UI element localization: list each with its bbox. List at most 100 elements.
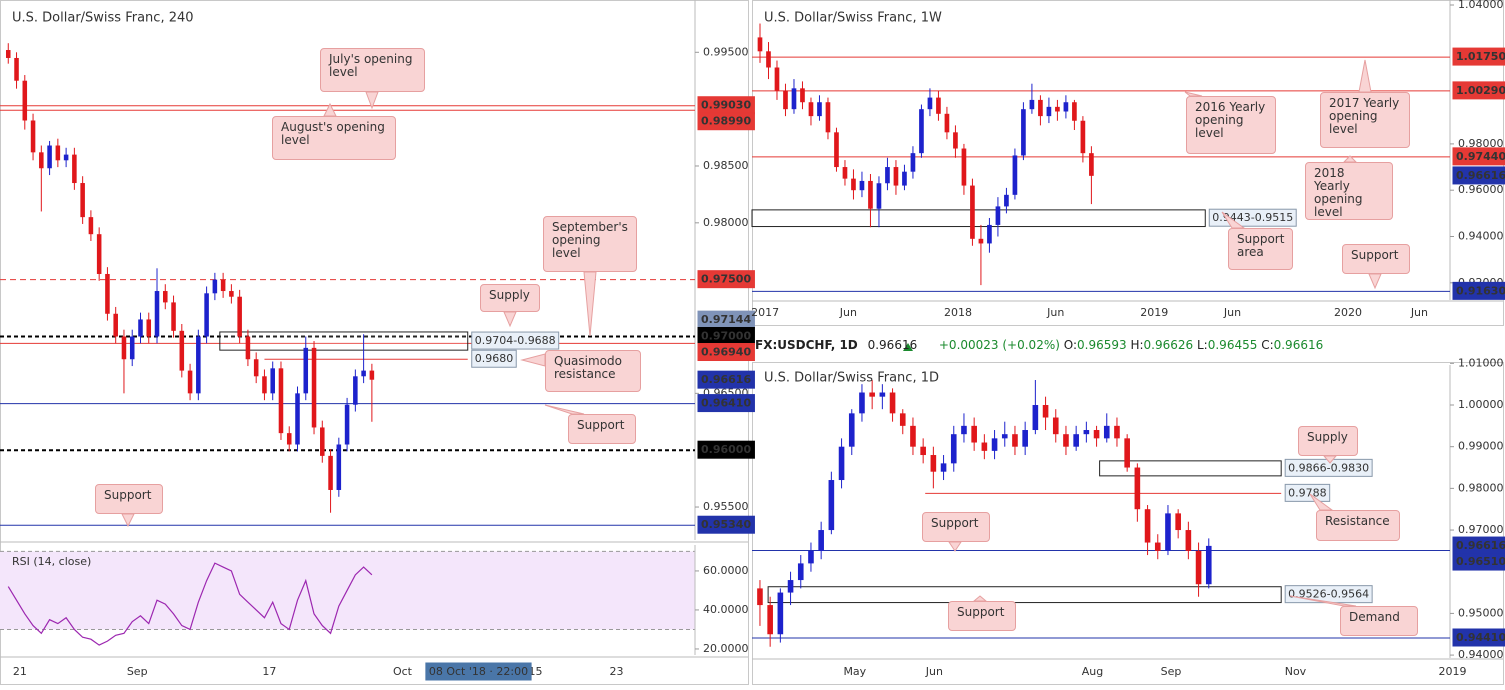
candle-body: [800, 88, 805, 103]
label-box: [697, 440, 755, 459]
candle-body: [14, 57, 19, 81]
candle-body: [88, 217, 94, 235]
candle-body: [1012, 155, 1018, 195]
candle-body: [902, 171, 907, 186]
candle-body: [96, 234, 102, 274]
candle-body: [1038, 99, 1043, 117]
candle-body: [245, 336, 251, 360]
label-box: [1452, 552, 1505, 571]
x-tick-label: May: [843, 665, 866, 678]
ohlc-label: H:: [1130, 338, 1144, 352]
callout-tail: [365, 91, 379, 110]
x-tick-label: 17: [262, 665, 276, 678]
callout-tail: [503, 311, 517, 328]
candle-body: [774, 67, 780, 91]
candle-body: [1175, 513, 1181, 531]
candle-body: [1195, 550, 1202, 585]
candle-body: [113, 313, 118, 337]
x-tick-label: Sep: [127, 665, 148, 678]
candle-body: [1042, 405, 1049, 418]
candle-body: [1080, 120, 1086, 154]
candle-body: [961, 148, 967, 186]
zone-label: 0.9704-0.9688: [475, 334, 556, 347]
candle-body: [818, 530, 824, 551]
candle-body: [220, 279, 226, 292]
candle-body: [22, 80, 28, 121]
y-tick-label: 20.0000: [703, 642, 749, 655]
candle-body: [336, 444, 342, 490]
zone-box: [219, 331, 469, 351]
callout: Support area: [1228, 228, 1293, 270]
rsi-line: [7, 562, 373, 646]
candle-body: [1205, 545, 1212, 585]
y-tick-label: 0.98000: [1458, 481, 1504, 494]
y-tick-label: 0.98500: [703, 159, 749, 172]
candle-body: [39, 152, 44, 169]
y-tick-label: 1.01000: [1458, 356, 1504, 369]
x-tick-label: Aug: [1082, 665, 1103, 678]
candle-body: [1103, 425, 1110, 439]
candle-body: [767, 605, 773, 635]
candle-body: [885, 167, 890, 184]
candle-body: [253, 359, 259, 377]
candle-body: [940, 463, 947, 472]
candle-body: [797, 563, 804, 581]
candle-body: [286, 433, 292, 445]
candle-body: [787, 580, 794, 593]
candle-body: [1144, 509, 1151, 543]
level-label: 0.91630: [1456, 284, 1505, 297]
candle-body: [920, 446, 926, 456]
candle-body: [1165, 513, 1171, 551]
candle-body: [927, 97, 933, 110]
candle-body: [910, 425, 916, 447]
candle-body: [344, 404, 350, 445]
candle-body: [825, 102, 831, 133]
candle-body: [1083, 430, 1090, 435]
callout: Support: [1342, 244, 1410, 274]
up-arrow: [903, 343, 913, 351]
candle-body: [919, 109, 924, 154]
level-label: 1.01750: [1456, 50, 1505, 63]
callout: Support: [95, 484, 163, 514]
callout-tail: [583, 271, 597, 337]
y-tick-label: 0.95500: [703, 500, 749, 513]
callout: Demand: [1340, 606, 1418, 636]
y-tick-label: 1.00000: [1458, 398, 1504, 411]
candle-body: [757, 588, 763, 606]
callout-tail: [948, 541, 962, 552]
candle-body: [138, 319, 143, 337]
candle-body: [1114, 425, 1120, 439]
candle-body: [369, 370, 375, 380]
callout: Supply: [480, 284, 540, 312]
y-tick-label: 0.94000: [1458, 229, 1504, 242]
candle-body: [179, 330, 185, 371]
callout: July's opening level: [320, 48, 425, 92]
label-box: [697, 270, 755, 289]
candle-body: [5, 50, 11, 58]
callout-tail: [1358, 59, 1372, 93]
label-box: [1452, 166, 1505, 185]
level-label: 1.00290: [1456, 84, 1505, 97]
candle-body: [848, 413, 855, 447]
candle-body: [987, 224, 992, 244]
candle-body: [859, 392, 865, 414]
rsi-title: RSI (14, close): [12, 555, 91, 568]
candle-body: [55, 145, 61, 161]
candle-body: [1029, 99, 1035, 110]
y-tick-label: 0.99000: [1458, 440, 1504, 453]
candle-body: [146, 319, 152, 337]
x-tick-label: 2019: [1439, 665, 1467, 678]
candle-body: [1124, 438, 1130, 468]
level-label: 0.97500: [701, 273, 751, 286]
candle-body: [889, 392, 896, 414]
candle-body: [777, 592, 784, 635]
level-label: 0.97144: [701, 313, 751, 326]
ohlc-value: 0.96455: [1207, 338, 1258, 352]
level-label: 0.94410: [1456, 631, 1505, 644]
callout: Support: [948, 601, 1016, 631]
callout-tail: [1368, 273, 1382, 290]
candle-body: [72, 154, 77, 184]
candle-body: [1134, 467, 1141, 510]
candle-body: [47, 145, 52, 169]
